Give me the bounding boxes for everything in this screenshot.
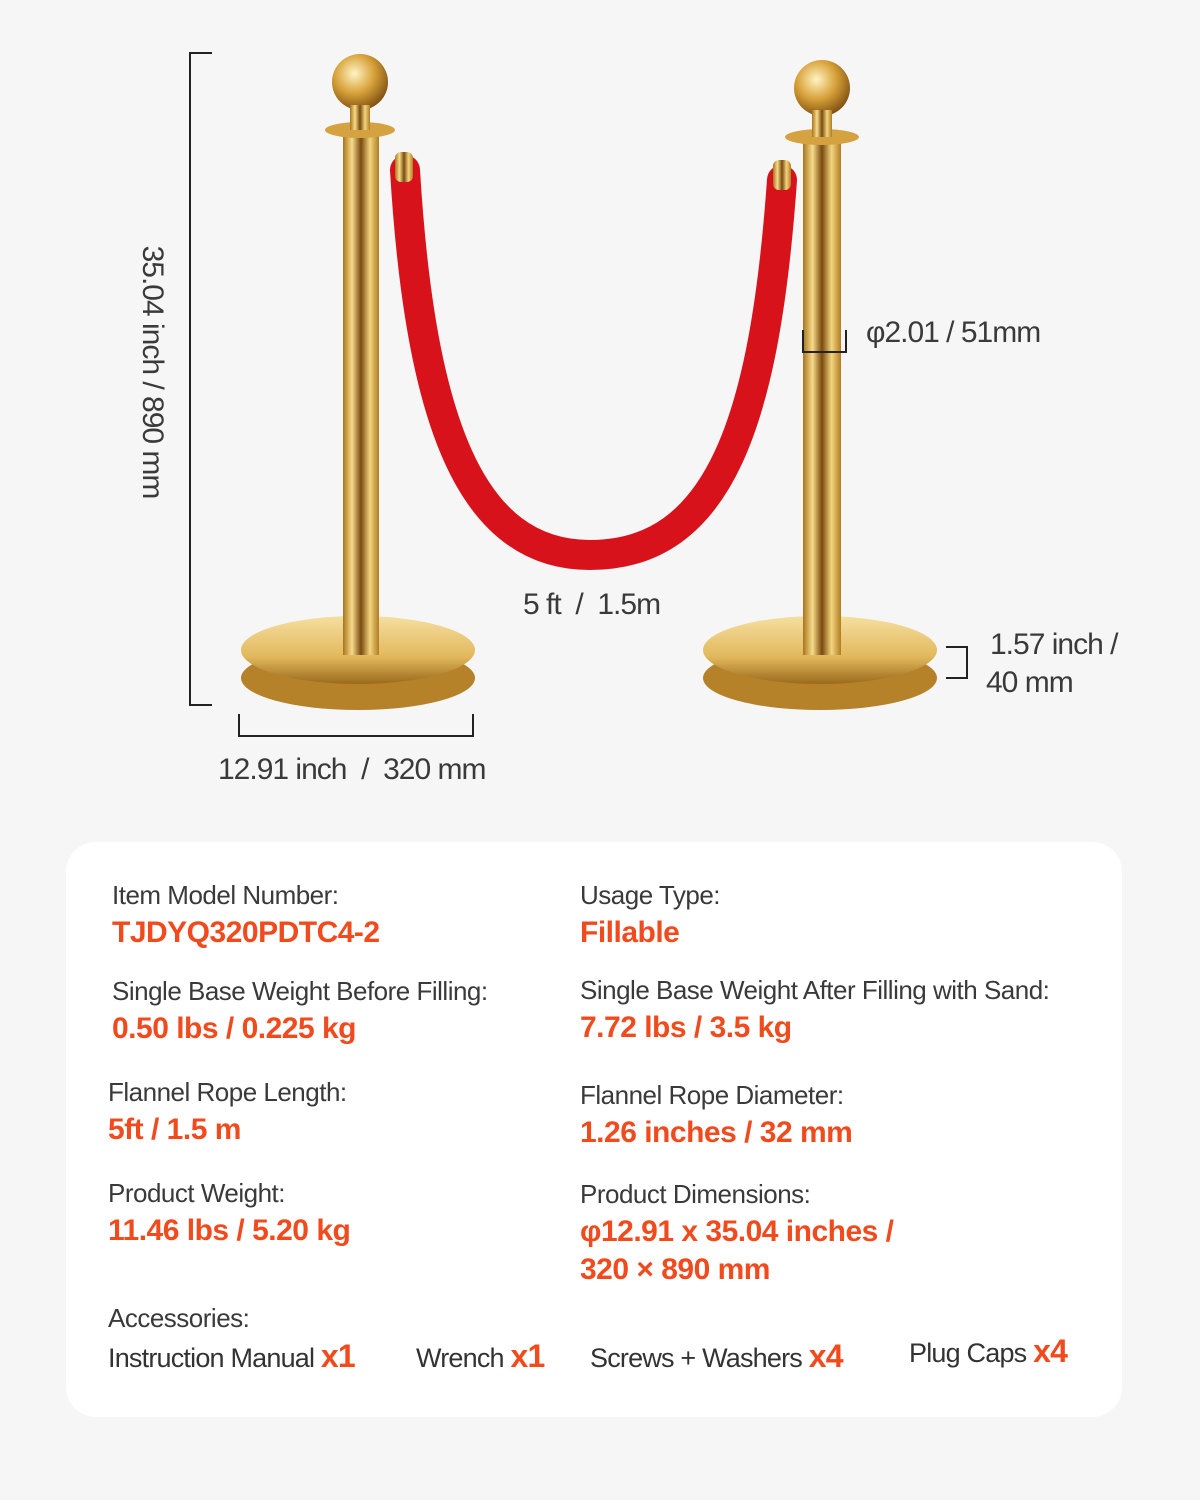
spec-value: TJDYQ320PDTC4-2 [112, 916, 380, 949]
spec-label: Flannel Rope Length: [108, 1077, 347, 1107]
accessory-item: Wrench x1 [416, 1338, 545, 1375]
width-dimension-line [238, 714, 474, 737]
rope-length-label: 5 ft / 1.5m [523, 588, 661, 621]
accessory-name: Instruction Manual [108, 1343, 315, 1373]
accessory-item: Screws + Washers x4 [590, 1338, 844, 1375]
spec-value: 0.50 lbs / 0.225 kg [112, 1012, 357, 1045]
accessory-name: Screws + Washers [590, 1343, 803, 1373]
accessory-item: Plug Caps x4 [909, 1333, 1068, 1370]
accessory-item: Instruction Manual x1 [108, 1338, 356, 1375]
spec-label: Single Base Weight After Filling with Sa… [580, 975, 1050, 1005]
base-width-label: 12.91 inch / 320 mm [218, 753, 486, 786]
spec-value: Fillable [580, 916, 680, 949]
accessory-name: Wrench [416, 1343, 505, 1373]
left-stanchion [241, 54, 475, 710]
spec-label: Item Model Number: [112, 880, 339, 910]
spec-value: φ12.91 x 35.04 inches / [580, 1215, 894, 1248]
stanchion-illustration [189, 52, 968, 737]
base-height-dimension-line [946, 646, 968, 679]
spec-label: Product Weight: [108, 1178, 286, 1208]
right-stanchion [703, 60, 937, 710]
accessory-qty: x4 [1033, 1333, 1068, 1369]
spec-value: 11.46 lbs / 5.20 kg [108, 1214, 351, 1247]
base-height-label-1: 1.57 inch / [990, 628, 1118, 661]
accessory-qty: x1 [510, 1338, 545, 1374]
velvet-rope [390, 155, 797, 571]
accessory-name: Plug Caps [909, 1338, 1027, 1368]
spec-card [66, 842, 1122, 1417]
diameter-dimension-line [802, 330, 847, 353]
accessories-label: Accessories: [108, 1303, 250, 1333]
pole-diameter-label: φ2.01 / 51mm [866, 316, 1041, 349]
spec-label: Single Base Weight Before Filling: [112, 976, 488, 1006]
spec-value-line2: 320 × 890 mm [580, 1253, 770, 1286]
base-height-label-2: 40 mm [986, 666, 1074, 699]
spec-label: Usage Type: [580, 880, 721, 910]
accessory-qty: x4 [808, 1338, 844, 1374]
spec-value: 5ft / 1.5 m [108, 1113, 241, 1146]
spec-label: Product Dimensions: [580, 1179, 811, 1209]
height-label: 35.04 inch / 890 mm [136, 245, 169, 499]
spec-value: 1.26 inches / 32 mm [580, 1116, 853, 1149]
spec-label: Flannel Rope Diameter: [580, 1080, 844, 1110]
height-dimension-line [189, 52, 212, 706]
spec-value: 7.72 lbs / 3.5 kg [580, 1011, 792, 1044]
accessory-qty: x1 [320, 1338, 356, 1374]
